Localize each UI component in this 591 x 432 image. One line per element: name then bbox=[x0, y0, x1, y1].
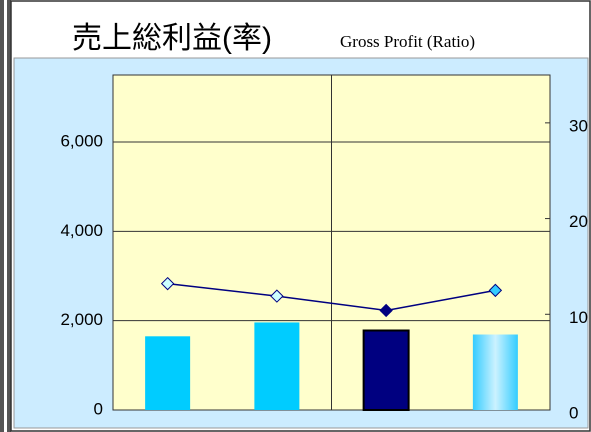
chart-subtitle: Gross Profit (Ratio) bbox=[340, 32, 475, 51]
y2-tick-label: 0 bbox=[569, 403, 578, 422]
chart-title: 売上総利益(率) bbox=[72, 22, 272, 55]
frame-left bbox=[0, 0, 4, 432]
line bbox=[167, 282, 496, 312]
bar bbox=[254, 322, 300, 410]
y2-tick-label: 30 bbox=[569, 116, 588, 135]
line-marker bbox=[379, 303, 393, 318]
bar bbox=[145, 336, 191, 410]
frame bbox=[10, 0, 591, 432]
y2-tick-label: 10 bbox=[569, 308, 588, 327]
line-marker bbox=[270, 289, 284, 303]
bar bbox=[472, 334, 518, 410]
y-tick-label: 2,000 bbox=[60, 310, 103, 329]
y-tick-label: 0 bbox=[94, 399, 103, 418]
line-marker bbox=[160, 276, 175, 291]
y-tick-label: 4,000 bbox=[60, 221, 103, 240]
line-marker bbox=[488, 283, 503, 298]
y2-tick-label: 20 bbox=[569, 212, 588, 231]
frame-left-inner bbox=[7, 0, 11, 432]
y-tick-label: 6,000 bbox=[60, 131, 103, 150]
bar bbox=[362, 329, 410, 412]
